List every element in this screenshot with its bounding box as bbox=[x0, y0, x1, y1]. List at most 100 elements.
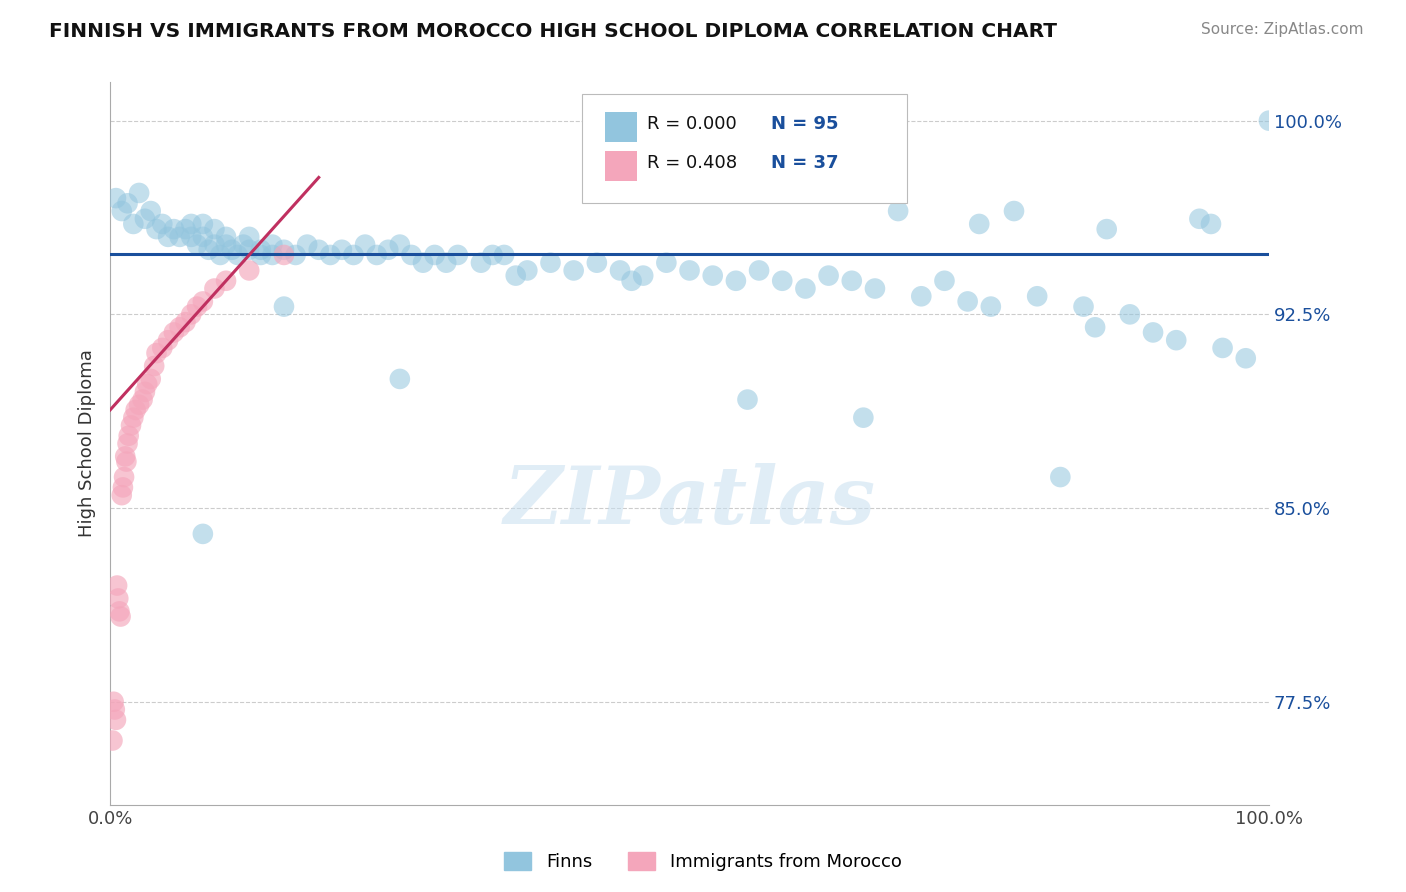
Point bbox=[1049, 470, 1071, 484]
FancyBboxPatch shape bbox=[605, 151, 637, 181]
Point bbox=[470, 256, 492, 270]
Point bbox=[1188, 211, 1211, 226]
Point bbox=[215, 230, 238, 244]
Point bbox=[110, 609, 132, 624]
Point bbox=[112, 470, 135, 484]
Point bbox=[423, 248, 446, 262]
Point bbox=[104, 713, 127, 727]
Point bbox=[956, 294, 979, 309]
Point bbox=[249, 248, 271, 262]
Point bbox=[101, 733, 124, 747]
Point bbox=[377, 243, 399, 257]
Point bbox=[1199, 217, 1222, 231]
Point bbox=[108, 604, 131, 618]
Text: R = 0.000: R = 0.000 bbox=[647, 115, 737, 133]
Point bbox=[852, 410, 875, 425]
Point bbox=[401, 248, 423, 262]
Point bbox=[115, 454, 138, 468]
Point bbox=[295, 237, 318, 252]
Text: R = 0.408: R = 0.408 bbox=[647, 154, 737, 172]
Point bbox=[111, 488, 134, 502]
Point bbox=[105, 578, 128, 592]
Point bbox=[702, 268, 724, 283]
Point bbox=[1212, 341, 1234, 355]
Point bbox=[319, 248, 342, 262]
Point bbox=[209, 248, 232, 262]
Point bbox=[197, 243, 219, 257]
Point bbox=[180, 217, 202, 231]
Point bbox=[967, 217, 990, 231]
Point bbox=[180, 230, 202, 244]
Point bbox=[120, 418, 142, 433]
Point bbox=[104, 191, 127, 205]
Point bbox=[562, 263, 585, 277]
Point bbox=[1119, 307, 1142, 321]
Point bbox=[238, 230, 260, 244]
Point bbox=[481, 248, 503, 262]
Point bbox=[169, 230, 191, 244]
Point bbox=[134, 384, 156, 399]
Text: FINNISH VS IMMIGRANTS FROM MOROCCO HIGH SCHOOL DIPLOMA CORRELATION CHART: FINNISH VS IMMIGRANTS FROM MOROCCO HIGH … bbox=[49, 22, 1057, 41]
Text: N = 37: N = 37 bbox=[770, 154, 838, 172]
Point bbox=[174, 222, 197, 236]
Point bbox=[139, 372, 162, 386]
Text: Source: ZipAtlas.com: Source: ZipAtlas.com bbox=[1201, 22, 1364, 37]
Point bbox=[273, 248, 295, 262]
Point bbox=[1234, 351, 1257, 366]
Point bbox=[114, 450, 136, 464]
Point bbox=[139, 204, 162, 219]
Point bbox=[770, 274, 793, 288]
Point bbox=[204, 237, 226, 252]
Point bbox=[107, 591, 129, 606]
Point bbox=[273, 243, 295, 257]
Point bbox=[724, 274, 747, 288]
Point bbox=[215, 274, 238, 288]
Point bbox=[737, 392, 759, 407]
Point bbox=[221, 243, 243, 257]
Point bbox=[887, 204, 910, 219]
Point bbox=[1026, 289, 1049, 303]
Point bbox=[934, 274, 956, 288]
Point bbox=[191, 294, 214, 309]
Point bbox=[748, 263, 770, 277]
Point bbox=[117, 196, 139, 211]
Point bbox=[111, 480, 134, 494]
Point bbox=[150, 217, 173, 231]
Point bbox=[157, 230, 180, 244]
Point bbox=[232, 237, 254, 252]
Point bbox=[249, 243, 271, 257]
Point bbox=[103, 695, 125, 709]
Point bbox=[122, 217, 145, 231]
Text: N = 95: N = 95 bbox=[770, 115, 838, 133]
Point bbox=[204, 222, 226, 236]
Point bbox=[157, 333, 180, 347]
Y-axis label: High School Diploma: High School Diploma bbox=[79, 350, 96, 537]
Point bbox=[226, 248, 249, 262]
Point bbox=[447, 248, 470, 262]
Point bbox=[124, 403, 146, 417]
Point bbox=[863, 281, 886, 295]
Point bbox=[134, 211, 156, 226]
Point bbox=[145, 346, 167, 360]
Point bbox=[678, 263, 700, 277]
Point bbox=[434, 256, 457, 270]
Point bbox=[128, 398, 150, 412]
Point bbox=[284, 248, 307, 262]
Point bbox=[631, 268, 654, 283]
Point bbox=[620, 274, 643, 288]
Point bbox=[111, 204, 134, 219]
Point bbox=[585, 256, 607, 270]
Point bbox=[841, 274, 863, 288]
Point bbox=[817, 268, 839, 283]
Point bbox=[186, 300, 208, 314]
Point bbox=[150, 341, 173, 355]
Legend: Finns, Immigrants from Morocco: Finns, Immigrants from Morocco bbox=[498, 845, 908, 879]
Point bbox=[505, 268, 527, 283]
Point bbox=[191, 527, 214, 541]
Point bbox=[1084, 320, 1107, 334]
Point bbox=[143, 359, 166, 373]
Point bbox=[1166, 333, 1188, 347]
Point bbox=[163, 326, 186, 340]
Point bbox=[118, 428, 141, 442]
Point bbox=[186, 237, 208, 252]
